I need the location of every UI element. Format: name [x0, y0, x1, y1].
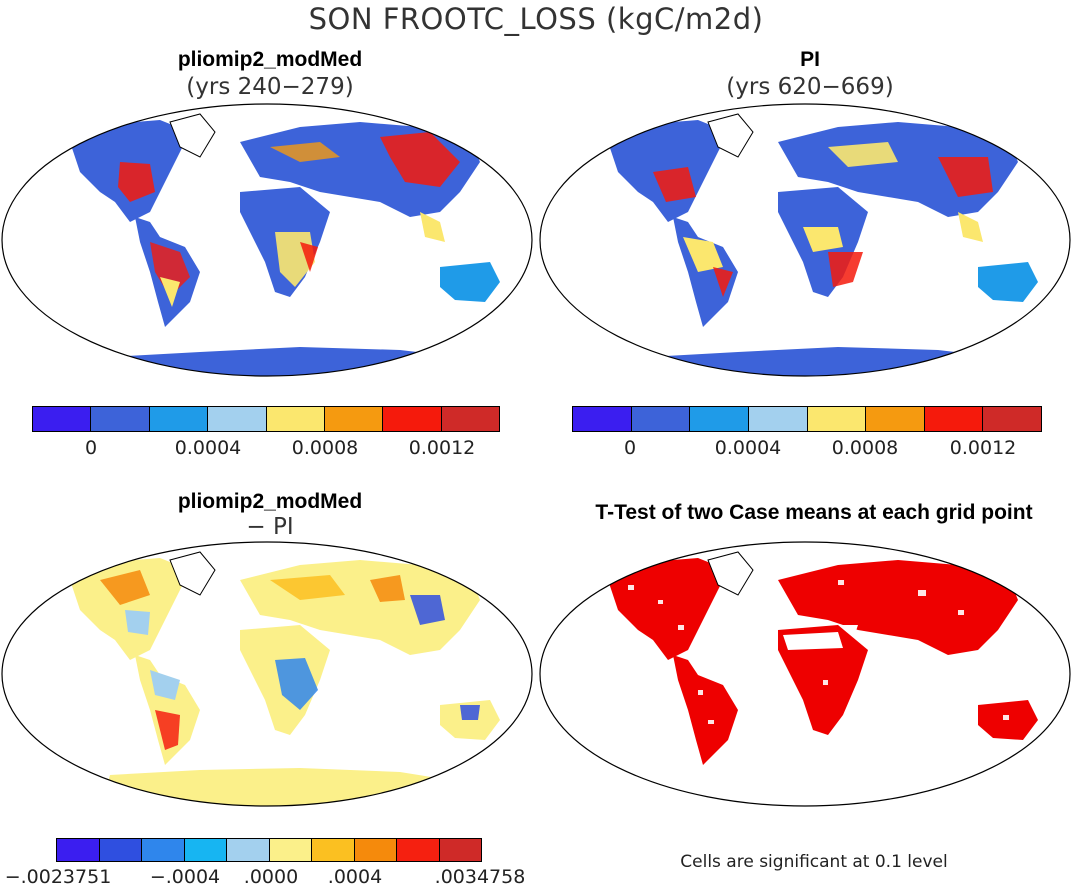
- colorbar-segment: [266, 407, 325, 431]
- colorbar-segment: [57, 839, 100, 861]
- colorbar-segment: [149, 407, 209, 431]
- colorbar-tick-label: .0034758: [434, 866, 526, 888]
- colorbar-segment: [807, 407, 867, 431]
- colorbar-segment: [312, 839, 355, 861]
- colorbar-segment: [866, 407, 925, 431]
- colorbar-segment: [748, 407, 808, 431]
- colorbar-tick-label: 0.0008: [831, 437, 899, 459]
- colorbar-segment: [983, 407, 1041, 431]
- colorbar-segment: [441, 407, 499, 431]
- colorbar-tick-label: −.0004: [149, 866, 221, 888]
- panel-title-top-right: PI: [800, 48, 820, 71]
- colorbar-segment: [354, 839, 397, 861]
- colorbar-segment: [99, 839, 142, 861]
- colorbar-tick-label: 0.0012: [408, 437, 476, 459]
- colorbar-segment: [324, 407, 384, 431]
- colorbar-segment: [269, 839, 312, 861]
- colorbar-segment: [142, 839, 185, 861]
- colorbar-tick-label: 0.0012: [949, 437, 1017, 459]
- colorbar-segment: [573, 407, 632, 431]
- colorbar-tick-label: 0: [84, 437, 98, 459]
- colorbar-segment: [91, 407, 150, 431]
- panel-title-bottom-right: T-Test of two Case means at each grid po…: [595, 501, 1033, 524]
- panel-subtitle-bottom-left: − PI: [246, 514, 294, 540]
- colorbar-segment: [184, 839, 227, 861]
- colorbar-segment: [439, 839, 481, 861]
- colorbar-bottom-left: [56, 838, 482, 862]
- colorbar-top-left: [32, 406, 500, 432]
- figure-title: SON FROOTC_LOSS (kgC/m2d): [308, 2, 764, 36]
- map-top-right: [539, 103, 1071, 377]
- map-bottom-left: [1, 541, 533, 807]
- colorbar-segment: [208, 407, 267, 431]
- colorbar-top-right: [572, 406, 1042, 432]
- panel-subtitle-top-left: (yrs 240−279): [186, 74, 354, 100]
- colorbar-segment: [227, 839, 270, 861]
- colorbar-segment: [33, 407, 92, 431]
- colorbar-tick-label: .0000: [243, 866, 299, 888]
- panel-subtitle-top-right: (yrs 620−669): [726, 74, 894, 100]
- colorbar-tick-label: 0.0004: [714, 437, 782, 459]
- colorbar-segment: [924, 407, 984, 431]
- colorbar-tick-label: −.0023751: [4, 866, 112, 888]
- colorbar-segment: [397, 839, 440, 861]
- map-top-left: [1, 103, 533, 377]
- colorbar-segment: [383, 407, 442, 431]
- panel-title-top-left: pliomip2_modMed: [177, 48, 363, 71]
- colorbar-tick-label: 0.0008: [291, 437, 359, 459]
- panel-title-bottom-left: pliomip2_modMed: [177, 490, 363, 513]
- colorbar-tick-label: .0004: [327, 866, 383, 888]
- colorbar-tick-label: 0: [623, 437, 637, 459]
- colorbar-segment: [690, 407, 749, 431]
- colorbar-tick-label: 0.0004: [174, 437, 242, 459]
- map-bottom-right: [539, 541, 1071, 807]
- colorbar-segment: [631, 407, 691, 431]
- significance-note: Cells are significant at 0.1 level: [680, 852, 948, 872]
